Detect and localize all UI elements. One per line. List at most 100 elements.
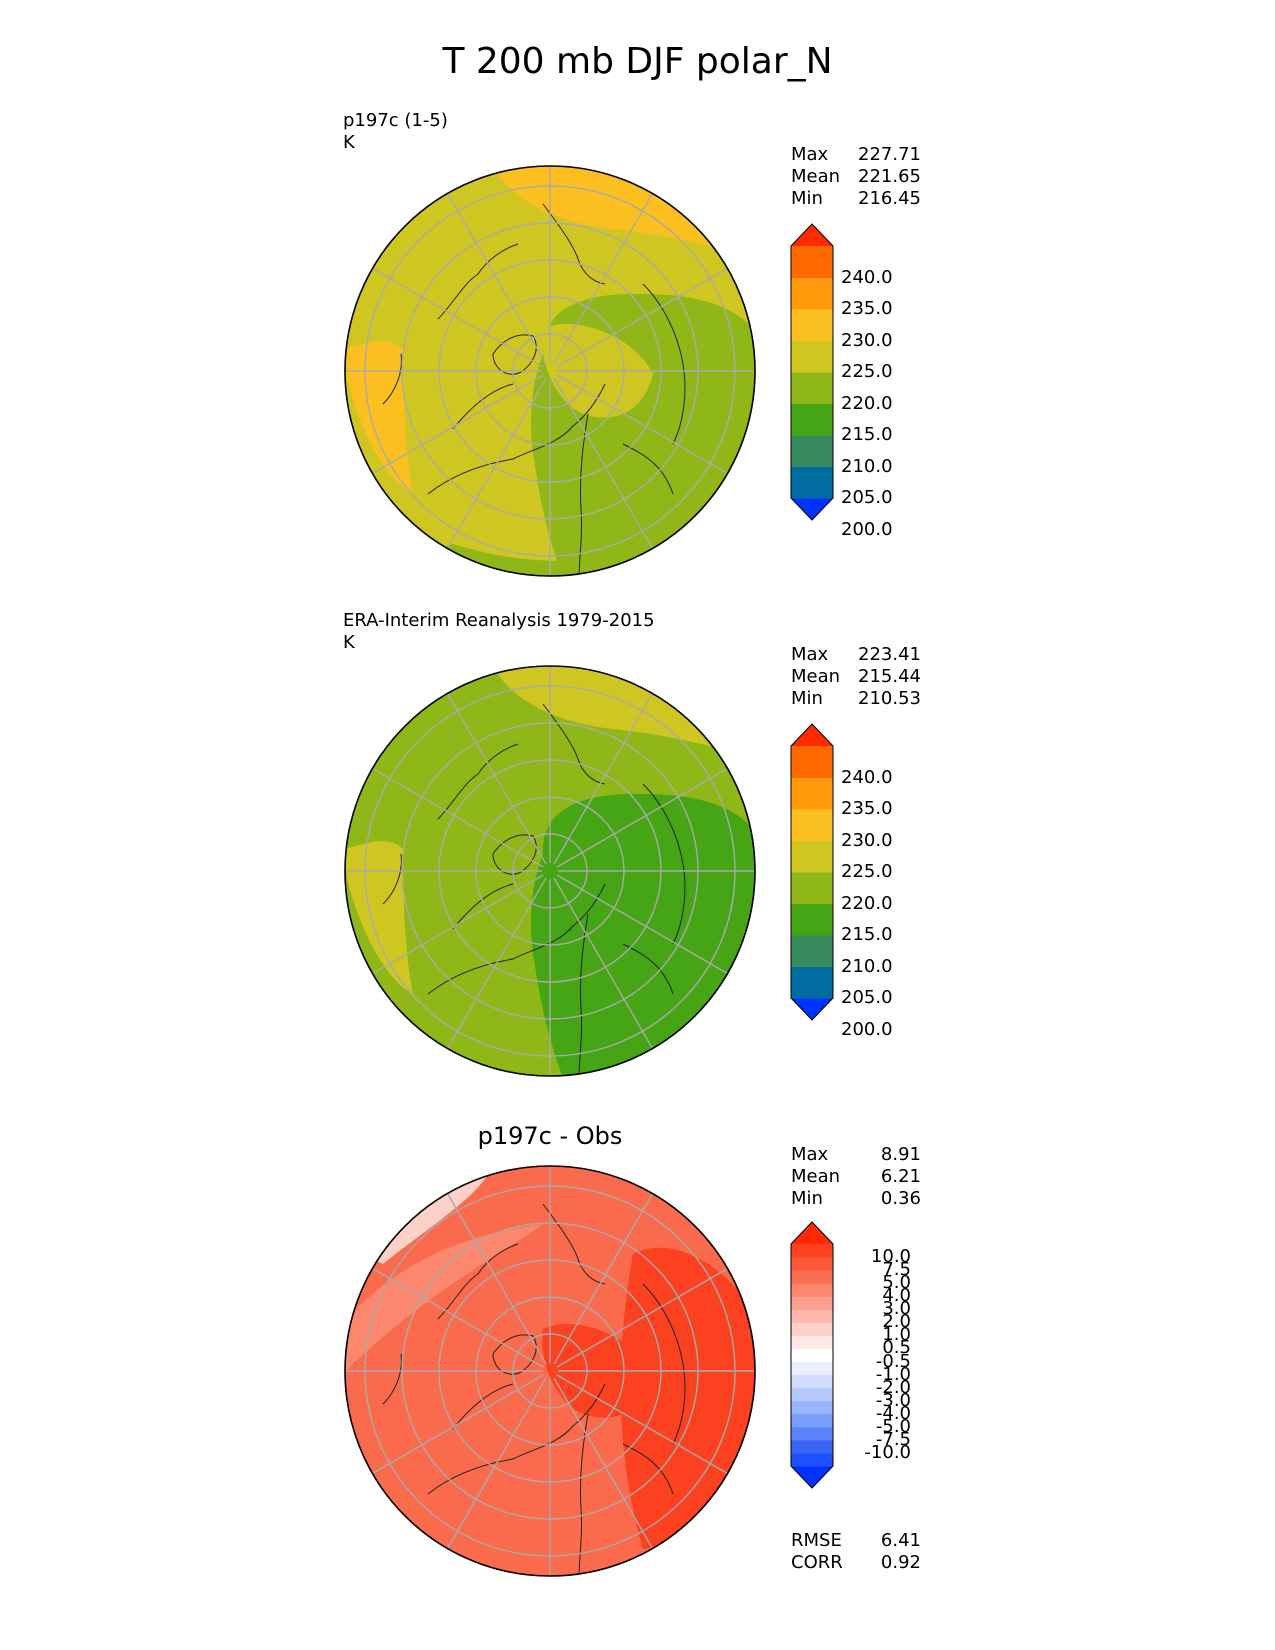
field-zone-atlantic-left bbox=[345, 841, 413, 994]
panel-units: K bbox=[343, 132, 355, 153]
colorbar-tick-label: 220.0 bbox=[841, 392, 893, 414]
panel-units: K bbox=[343, 632, 355, 653]
polar-map bbox=[344, 165, 756, 577]
colorbar-segment bbox=[791, 1296, 833, 1310]
colorbar-segment bbox=[791, 403, 833, 436]
panel-reference: ERA-Interim Reanalysis 1979-2015 K Max 22… bbox=[0, 610, 1275, 1100]
field-zone-top-left-edge bbox=[363, 1166, 493, 1264]
colorbar-segment bbox=[791, 777, 833, 810]
colorbar-ticks: 240.0 235.0 230.0 225.0 220.0 215.0 210.0 205.0… bbox=[841, 722, 931, 1039]
colorbar-ticks: 10.0 7.5 5.0 4.0 3.0 2.0 1.0 0.5 -0.5 -1.0 -2.0 -3.… bbox=[841, 1220, 931, 1520]
stats-block: Max 227.71 Mean 221.65 Min 216.45 bbox=[791, 144, 921, 210]
colorbar-segment bbox=[791, 809, 833, 841]
colorbar-segment bbox=[791, 935, 833, 967]
field-zone-pacific-upper bbox=[493, 166, 743, 254]
colorbar-segment bbox=[791, 1309, 833, 1323]
panel-label: p197c (1-5) bbox=[343, 110, 448, 131]
colorbar-tick-label: 240.0 bbox=[841, 266, 893, 288]
colorbar-outline bbox=[790, 223, 834, 521]
panel-title: p197c - Obs bbox=[477, 1122, 623, 1150]
colorbar-segment bbox=[791, 498, 833, 520]
colorbar-tick-label: 205.0 bbox=[841, 487, 893, 508]
colorbar bbox=[790, 223, 834, 521]
colorbar-segment bbox=[791, 224, 833, 246]
colorbar-tick-label: 220.0 bbox=[841, 892, 893, 914]
graticule bbox=[345, 666, 755, 1076]
colorbar-segment bbox=[791, 1270, 833, 1284]
stat-max: Max 8.91 bbox=[791, 1144, 921, 1165]
colorbar-segment bbox=[791, 998, 833, 1020]
panel-difference: p197c - Obs Max 8.91 Mean 6.21 Min 0.36 10.… bbox=[0, 1110, 1275, 1600]
colorbar-segment bbox=[791, 724, 833, 746]
colorbar-tick-label: 225.0 bbox=[841, 861, 893, 882]
stat-min: Min 0.36 bbox=[791, 1188, 921, 1209]
map-boundary bbox=[344, 665, 756, 1077]
stat-max: Max 227.71 bbox=[791, 144, 921, 165]
stats-block: Max 223.41 Mean 215.44 Min 210.53 bbox=[791, 644, 921, 710]
colorbar-segment bbox=[791, 1348, 833, 1363]
colorbar-tick-label: 200.0 bbox=[841, 1018, 893, 1040]
stat-mean: Mean 221.65 bbox=[791, 166, 921, 187]
colorbar-segment bbox=[791, 1374, 833, 1389]
colorbar-segment bbox=[791, 1257, 833, 1271]
stat-mean: Mean 215.44 bbox=[791, 666, 921, 687]
colorbar-tick-label: 210.0 bbox=[841, 455, 893, 477]
polar-map bbox=[344, 1165, 756, 1577]
colorbar-tick-label: 215.0 bbox=[841, 924, 893, 945]
colorbar bbox=[790, 723, 834, 1021]
colorbar-segment bbox=[791, 1413, 833, 1428]
colorbar-tick-label: 235.0 bbox=[841, 298, 893, 319]
colorbar-segment bbox=[791, 372, 833, 404]
colorbar-tick-label: 4.0 bbox=[882, 1285, 911, 1307]
colorbar-segment bbox=[791, 1452, 833, 1467]
graticule bbox=[345, 1166, 755, 1576]
field-zone-atlantic-left bbox=[345, 341, 413, 494]
colorbar-tick-label: 230.0 bbox=[841, 829, 893, 851]
colorbar bbox=[790, 1221, 834, 1489]
colorbar-tick-label: 215.0 bbox=[841, 424, 893, 445]
field-zone-upper-left-rim bbox=[345, 1224, 543, 1374]
coastlines bbox=[382, 703, 686, 1076]
colorbar-tick-label: 230.0 bbox=[841, 329, 893, 351]
colorbar-segment bbox=[791, 246, 833, 278]
stat-min: Min 210.53 bbox=[791, 688, 921, 709]
map-boundary bbox=[344, 1165, 756, 1577]
colorbar-segment bbox=[791, 1283, 833, 1297]
colorbar-segment bbox=[791, 340, 833, 373]
colorbar-tick-label: 235.0 bbox=[841, 798, 893, 819]
colorbar-tick-label: 210.0 bbox=[841, 955, 893, 977]
colorbar-tick-label: -5.0 bbox=[875, 1415, 911, 1437]
colorbar-tick-label: 1.0 bbox=[882, 1324, 911, 1346]
stat-max: Max 223.41 bbox=[791, 644, 921, 665]
stat-min: Min 216.45 bbox=[791, 188, 921, 209]
graticule bbox=[345, 166, 755, 576]
colorbar-segment bbox=[791, 746, 833, 778]
colorbar-tick-label: -4.0 bbox=[875, 1402, 911, 1424]
colorbar-segment bbox=[791, 1322, 833, 1336]
map-boundary bbox=[344, 165, 756, 577]
colorbar-tick-label: 200.0 bbox=[841, 518, 893, 540]
colorbar-tick-label: 5.0 bbox=[882, 1272, 911, 1294]
stat-mean: Mean 6.21 bbox=[791, 1166, 921, 1187]
polar-map bbox=[344, 665, 756, 1077]
panel-label: ERA-Interim Reanalysis 1979-2015 bbox=[343, 610, 655, 631]
colorbar-tick-label: 3.0 bbox=[882, 1298, 911, 1320]
colorbar-segment bbox=[791, 466, 833, 499]
field-zone-pacific-upper bbox=[493, 666, 743, 754]
stat-rmse: RMSE 6.41 bbox=[791, 1530, 921, 1551]
colorbar-ticks: 240.0 235.0 230.0 225.0 220.0 215.0 210.0 205.0… bbox=[841, 222, 931, 539]
colorbar-segment bbox=[791, 840, 833, 873]
field-zone-right-sector bbox=[620, 1247, 755, 1549]
colorbar-tick-label: -10.0 bbox=[864, 1441, 911, 1463]
colorbar-segment bbox=[791, 1335, 833, 1349]
colorbar-segment bbox=[791, 903, 833, 936]
colorbar-tick-label: 7.5 bbox=[882, 1259, 911, 1281]
figure-title: T 200 mb DJF polar_N bbox=[442, 41, 833, 82]
colorbar-segment bbox=[791, 435, 833, 467]
stats-block: Max 8.91 Mean 6.21 Min 0.36 bbox=[791, 1144, 921, 1210]
panel-test: p197c (1-5) K Max 227.71 Mean 221.65 Min 21… bbox=[0, 110, 1275, 600]
colorbar-segment bbox=[791, 1222, 833, 1244]
colorbar-segment bbox=[791, 872, 833, 904]
colorbar-tick-label: -1.0 bbox=[875, 1363, 911, 1385]
colorbar-segment bbox=[791, 1426, 833, 1441]
